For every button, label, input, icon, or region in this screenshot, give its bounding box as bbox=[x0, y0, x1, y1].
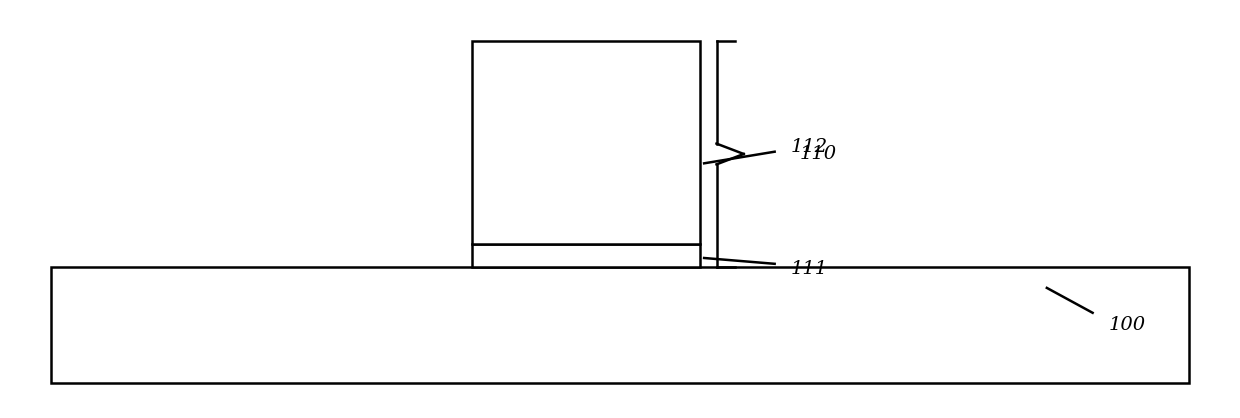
Bar bbox=[471, 41, 701, 244]
Text: 112: 112 bbox=[791, 138, 828, 156]
Text: 100: 100 bbox=[1109, 316, 1146, 334]
Text: 110: 110 bbox=[800, 145, 837, 163]
Bar bbox=[51, 267, 1189, 383]
Text: 111: 111 bbox=[791, 260, 828, 278]
Bar bbox=[471, 244, 701, 267]
